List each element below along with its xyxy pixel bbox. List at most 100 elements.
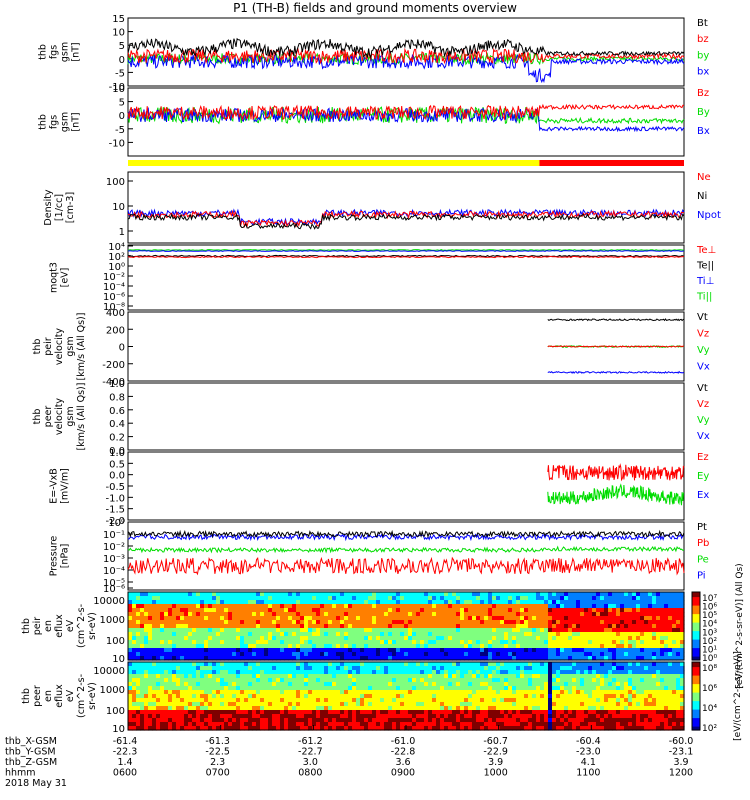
time-row-value: -61.0 (391, 736, 416, 747)
peir-ytick-label: 10000 (93, 596, 125, 607)
fgs-ytick-label: -5 (115, 68, 125, 79)
peir-ylabel-line: eflux (54, 614, 65, 638)
efield-ytick-label: 1.0 (109, 448, 125, 459)
peir-ylabel-line: sr-eV) (87, 612, 98, 640)
time-row-value: -61.3 (205, 736, 230, 747)
peir-ytick-label: 100 (106, 636, 125, 647)
pressure-ytick-label: 10⁻² (103, 542, 125, 553)
fgs-ytick-label: 5 (119, 41, 125, 52)
temp-legend-2: Ti⊥ (696, 276, 714, 287)
fgs-legend-3: bx (697, 67, 709, 78)
pressure-ylabel-line: [nPa] (60, 544, 71, 569)
peir-colorbar-tick: 10⁶ (702, 603, 717, 613)
fgl-panel-frame (127, 87, 685, 157)
density-legend-1: Ni (697, 191, 707, 202)
peir-colorbar-label: [eV/(cm^2-s-sr-eV)] (All Qs) (735, 563, 745, 688)
temp-ytick-label: 10⁴ (108, 242, 125, 253)
density-panel-frame (127, 171, 685, 244)
pressure-pi-line (127, 532, 685, 542)
peir-colorbar-tick: 10² (702, 637, 717, 647)
vel2-panel-frame (127, 382, 685, 451)
density-ytick-label: 1 (119, 227, 125, 238)
peer-ylabel-line: eV (65, 689, 76, 702)
fgs-legend-0: Bt (697, 18, 708, 29)
vel1-vt-line (547, 318, 685, 322)
efield-ytick-label: -1.5 (105, 505, 125, 516)
peer-ytick-label: 10000 (93, 666, 125, 677)
time-row-value: 1100 (576, 768, 600, 779)
time-row-value: 1000 (484, 768, 508, 779)
peer-ytick-label: 1000 (100, 685, 125, 696)
vel1-legend-2: Vy (697, 345, 710, 356)
date-label: 2018 May 31 (5, 778, 67, 789)
peir-colorbar-tick: 10⁷ (702, 594, 717, 604)
time-row-value: 3.9 (488, 757, 503, 768)
density-ne-line (127, 209, 685, 229)
peer-ylabel-line: sr-eV) (87, 682, 98, 710)
peer-colorbar-tick: 10⁶ (702, 684, 717, 694)
efield-legend-0: Ez (697, 452, 709, 463)
fgl-ytick-label: 5 (119, 98, 125, 109)
fgs-ytick-label: 0 (119, 55, 125, 66)
temp-teperp-line (127, 255, 685, 259)
region-bar-yellow (128, 160, 540, 166)
peer-ylabel-line: eflux (54, 684, 65, 708)
vel1-ylabel-line: velocity (54, 328, 65, 366)
vel2-ylabel-line: peer (43, 406, 54, 428)
temp-tiperp-line (127, 250, 685, 252)
pressure-ytick-label: 10⁻⁵ (103, 578, 125, 589)
fgs-by-line (127, 51, 685, 66)
efield-ytick-label: -2.0 (105, 516, 125, 527)
time-row-value: -22.3 (113, 747, 138, 758)
fgs-ylabel-line: [nT] (71, 42, 82, 61)
fgs-ylabel-line: thb (38, 44, 49, 60)
vel2-legend-3: Vx (697, 431, 710, 442)
fgl-legend-1: By (697, 107, 710, 118)
peir-spectrogram (128, 592, 685, 661)
efield-ylabel-line: E=-VxB (49, 468, 60, 503)
peir-ylabel-line: (cm^2-s- (76, 604, 87, 648)
fgs-ytick-label: -10 (109, 82, 125, 93)
fgs-ytick-label: 15 (112, 14, 125, 25)
temp-ytick-label: 10⁻⁶ (103, 292, 125, 303)
density-ytick-label: 100 (106, 177, 125, 188)
vel2-ytick-label: 0.4 (109, 419, 125, 430)
efield-ytick-label: 0.0 (109, 471, 125, 482)
temp-ytick-label: 10⁰ (108, 262, 125, 273)
fgl-bz-line (127, 103, 685, 122)
time-row-value: 4.1 (581, 757, 596, 768)
time-row-value: -22.9 (483, 747, 508, 758)
vel1-ytick-label: 0 (119, 343, 125, 354)
vel2-legend-2: Vy (697, 415, 710, 426)
peer-colorbar-tick: 10⁴ (702, 704, 717, 714)
peer-colorbar-tick: 10⁸ (702, 664, 717, 674)
peer-ylabel-line: peer (32, 685, 43, 707)
pressure-legend-2: Pe (697, 554, 709, 565)
density-ylabel-line: [cm-3] (65, 192, 76, 223)
temp-ytick-label: 10² (108, 252, 125, 263)
time-row-label: thb_X-GSM (5, 736, 57, 747)
vel2-legend-1: Vz (697, 399, 709, 410)
vel2-ytick-label: 0.0 (109, 446, 125, 457)
fgl-legend-2: Bx (697, 126, 710, 137)
fgl-ytick-label: 0 (119, 111, 125, 122)
time-row-value: 1200 (669, 768, 693, 779)
temp-ylabel-line: [eV] (60, 268, 71, 288)
fgl-ylabel-line: [nT] (71, 112, 82, 131)
vel2-ylabel-line: thb (32, 409, 43, 425)
time-row-value: 1.4 (117, 757, 132, 768)
pressure-panel-frame (127, 521, 685, 591)
peir-colorbar-tick: 10⁰ (702, 654, 717, 664)
efield-legend-2: Ex (697, 490, 709, 501)
density-legend-0: Ne (697, 172, 711, 183)
time-row-value: 3.6 (395, 757, 410, 768)
efield-ey-line (547, 483, 685, 506)
time-row-value: -60.7 (483, 736, 508, 747)
peer-ytick-label: 100 (106, 706, 125, 717)
vel1-legend-0: Vt (697, 312, 708, 323)
vel2-ytick-label: 1.0 (109, 379, 125, 390)
vel1-ytick-label: 200 (106, 325, 125, 336)
vel1-vz-line (547, 345, 685, 348)
